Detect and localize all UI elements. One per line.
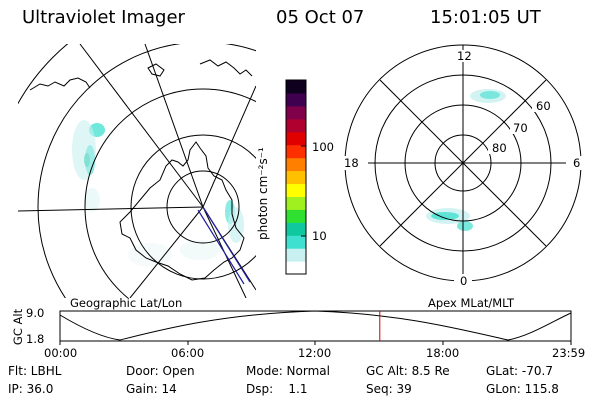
color-bar-segment xyxy=(286,196,306,210)
right-panel-label: Apex MLat/MLT xyxy=(428,296,515,310)
altitude-plot xyxy=(59,310,572,345)
altitude-xtick-4: 23:59 xyxy=(552,346,586,360)
color-bar-segment xyxy=(286,131,306,146)
altitude-curve xyxy=(59,310,572,341)
info-flt: Flt: LBHL xyxy=(8,364,62,378)
info-mode: Mode: Normal xyxy=(246,364,330,378)
mlat-label-70: 70 xyxy=(513,121,528,135)
color-bar-segment xyxy=(286,183,306,197)
mlat-label-80: 80 xyxy=(492,141,507,155)
colorbar-tick-100: 100 xyxy=(312,140,334,154)
mlt-label-0: 0 xyxy=(460,274,468,288)
color-bar-segment xyxy=(286,105,306,120)
date-label: 05 Oct 07 xyxy=(276,7,365,28)
color-bar-segment xyxy=(286,261,306,275)
mlt-label-6: 6 xyxy=(573,156,581,170)
color-bar-segment xyxy=(286,222,306,236)
color-bar-segment xyxy=(286,209,306,223)
info-gain: Gain: 14 xyxy=(126,382,177,396)
altitude-xticks xyxy=(59,341,572,345)
color-bar-segment xyxy=(286,92,306,107)
color-bar-segment xyxy=(286,118,306,133)
info-glat: GLat: -70.7 xyxy=(486,364,553,378)
left-panel-label: Geographic Lat/Lon xyxy=(70,296,183,310)
color-bar-segment xyxy=(286,157,306,172)
info-glon: GLon: 115.8 xyxy=(486,382,559,396)
color-bar-segment xyxy=(286,170,306,185)
mlt-label-18: 18 xyxy=(344,156,359,170)
aurora-emission-right xyxy=(426,89,506,231)
time-label: 15:01:05 UT xyxy=(430,7,541,28)
aurora-emission-left xyxy=(72,120,244,267)
color-bar-segment xyxy=(286,144,306,159)
info-seq: Seq: 39 xyxy=(366,382,412,396)
antarctica-coastline xyxy=(119,141,245,281)
color-bar-segment xyxy=(286,248,306,262)
color-bar-frame xyxy=(285,79,307,275)
mlt-label-12: 12 xyxy=(457,49,472,63)
orbit-track-2 xyxy=(197,209,245,285)
island-coastline xyxy=(147,63,165,77)
geographic-map xyxy=(18,44,256,298)
color-bar xyxy=(286,80,306,275)
colorbar-unit-label: photon cm⁻²s⁻¹ xyxy=(256,147,270,240)
mlat-label-60: 60 xyxy=(536,99,551,113)
latitude-circles xyxy=(18,44,256,298)
color-bar-segment xyxy=(286,235,306,249)
info-dsp: Dsp: 1.1 xyxy=(246,382,308,396)
altitude-xtick-3: 18:00 xyxy=(426,346,460,360)
info-ip: IP: 36.0 xyxy=(8,382,54,396)
color-bar-segment xyxy=(286,80,306,94)
magnetic-polar-plot xyxy=(340,44,584,286)
instrument-title: Ultraviolet Imager xyxy=(22,7,185,28)
altitude-xtick-0: 00:00 xyxy=(44,346,78,360)
orbit-track xyxy=(202,206,251,283)
altitude-xtick-1: 06:00 xyxy=(171,346,205,360)
altitude-ytick-top: 9.0 xyxy=(26,306,45,320)
info-door: Door: Open xyxy=(126,364,195,378)
info-gcalt: GC Alt: 8.5 Re xyxy=(366,364,450,378)
altitude-xtick-2: 12:00 xyxy=(298,346,332,360)
australia-coastline xyxy=(199,59,253,77)
colorbar-tick-10: 10 xyxy=(312,229,327,243)
mlt-diagonal-2 xyxy=(379,79,547,247)
altitude-ylabel: GC Alt xyxy=(11,308,25,346)
altitude-ytick-bottom: 1.8 xyxy=(26,332,45,346)
south-america-coastline xyxy=(29,77,91,91)
